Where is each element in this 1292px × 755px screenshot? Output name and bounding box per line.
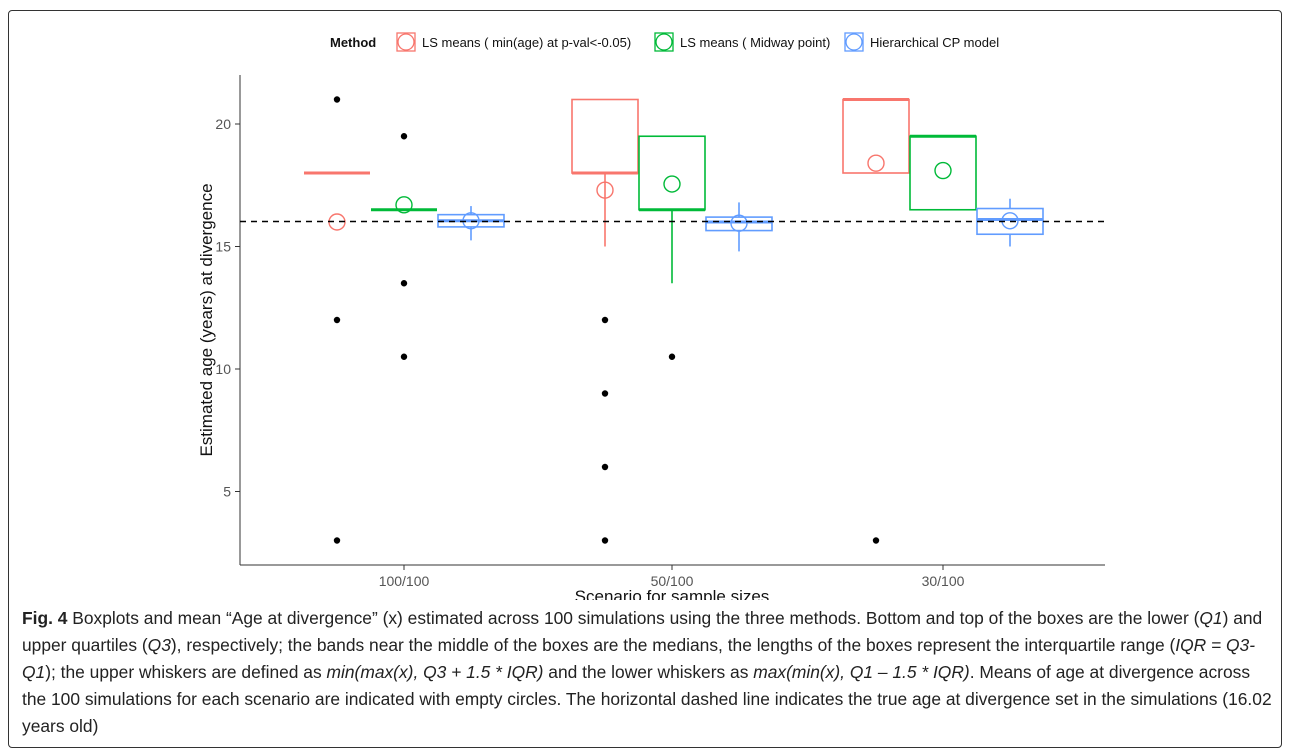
series-2-cat-1-mean [730, 214, 748, 232]
series-2-cat-1-box [705, 216, 773, 232]
figure-caption: Fig. 4 Boxplots and mean “Age at diverge… [22, 605, 1272, 740]
caption-segment: ); the upper whiskers are defined as [45, 662, 327, 682]
legend-key-circle-2 [845, 33, 863, 51]
series-0-cat-2-mean [867, 154, 885, 172]
y-tick-label-0: 5 [223, 484, 231, 500]
caption-segment: max(min(x), Q1 – 1.5 * IQR) [753, 662, 970, 682]
series-0-cat-0-outlier-0 [333, 96, 341, 103]
series-0-cat-0-outlier-1 [333, 316, 341, 324]
x-tick-label-2: 30/100 [922, 573, 965, 589]
series-0-cat-1-outlier-0 [601, 316, 609, 324]
series-0-cat-2-box [842, 98, 910, 174]
caption-segment: . Means of age at divergence across the … [22, 662, 1272, 736]
x-tick-label-1: 50/100 [651, 573, 694, 589]
y-tick-label-2: 15 [215, 239, 231, 255]
legend-label-0: LS means ( min(age) at p-val<-0.05) [422, 35, 631, 50]
caption-segment: and the lower whiskers as [543, 662, 754, 682]
boxplot-chart: 5 10 15 20 100/100 50/100 30/100 Scenario for s… [197, 32, 1105, 600]
caption-fig-label: Fig. 4 [22, 608, 68, 628]
x-tick-label-0: 100/100 [379, 573, 430, 589]
series-1-cat-2-mean [934, 161, 952, 180]
legend-key-circle-0 [397, 33, 415, 51]
legend-title: Method [330, 35, 376, 50]
series-1-cat-1-box [638, 135, 706, 211]
series-1-cat-1-outlier-0 [668, 353, 676, 360]
caption-segment: IQR = Q3-Q1 [22, 635, 1256, 682]
legend-key-box-2 [844, 32, 864, 52]
series-0-cat-1-outlier-2 [601, 463, 609, 471]
series-1-cat-1-mean [663, 175, 681, 193]
caption-segment: Q3 [147, 635, 171, 655]
series-0-cat-0-outlier-2 [333, 537, 341, 544]
caption-segment: ), respectively; the bands near the midd… [170, 635, 1176, 655]
series-0-cat-2-outlier-0 [872, 537, 880, 544]
y-tick-label-3: 20 [215, 116, 231, 132]
series-1-cat-0-outlier-1 [400, 280, 408, 287]
x-axis-label: Scenario for sample sizes [575, 587, 770, 600]
legend-key-box-0 [396, 32, 416, 52]
legend-key-circle-1 [655, 33, 673, 51]
caption-segment: ) and upper quartiles ( [22, 608, 1263, 655]
caption-segment: Boxplots and mean “Age at divergence” (x… [67, 608, 1200, 628]
legend-key-box-1 [654, 32, 674, 52]
series-0-cat-1-outlier-1 [601, 390, 609, 397]
series-1-cat-2-box [909, 135, 977, 211]
legend-label-2: Hierarchical CP model [870, 35, 999, 50]
series-1-cat-0-mean [395, 196, 413, 214]
series-0-cat-1-outlier-3 [601, 537, 609, 544]
y-tick-label-1: 10 [215, 361, 231, 377]
series-1-cat-0-outlier-2 [400, 353, 408, 360]
series-1-cat-0-outlier-0 [400, 133, 408, 140]
y-axis-label: Estimated age (years) at divergence [197, 183, 216, 456]
figure-frame [8, 10, 1282, 748]
caption-segment: min(max(x), Q3 + 1.5 * IQR) [326, 662, 544, 682]
caption-segment: Q1 [1199, 608, 1223, 628]
legend-label-1: LS means ( Midway point) [680, 35, 830, 50]
series-0-cat-1-box [571, 98, 639, 174]
series-0-cat-1-mean [596, 181, 614, 199]
